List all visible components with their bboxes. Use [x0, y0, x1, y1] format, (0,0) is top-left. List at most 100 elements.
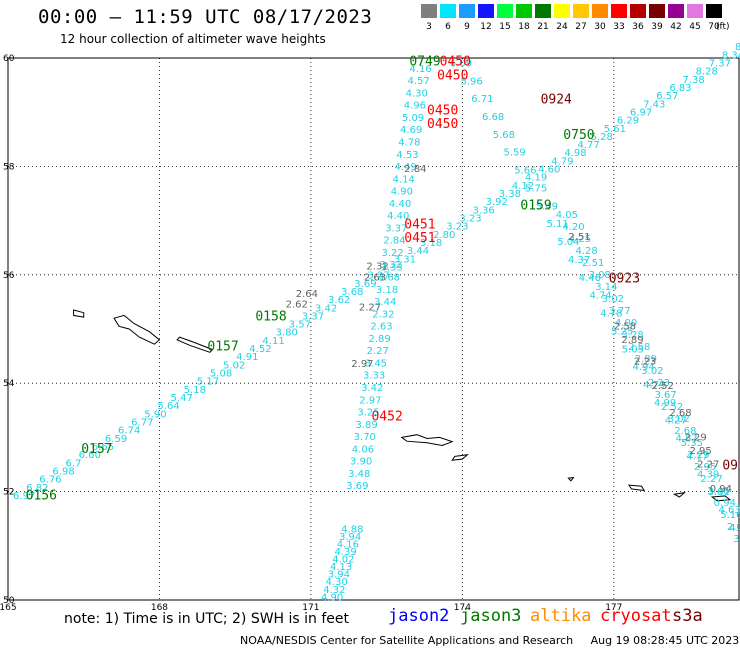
scale-label: 30: [594, 22, 606, 32]
scale-label: 45: [689, 22, 701, 32]
scale-label: 39: [651, 22, 663, 32]
wave-height-value-low: 2.23: [634, 357, 656, 368]
wave-height-value: 4.16: [409, 64, 431, 75]
coastline-medny-island: [176, 336, 214, 353]
scale-swatch: [516, 4, 532, 18]
scale-swatch: [478, 4, 494, 18]
wave-height-value: 6.68: [482, 112, 504, 123]
wave-height-value: 4.20: [562, 222, 584, 233]
wave-height-value: 4.28: [575, 246, 597, 257]
wave-height-value: 3.92: [486, 197, 508, 208]
scale-label: 27: [575, 22, 587, 32]
wave-height-value: 4.35: [729, 523, 740, 534]
legend-cryosat: cryosat: [600, 606, 672, 626]
wave-height-value: 4.39: [334, 547, 356, 558]
coastline-islet: [73, 309, 85, 318]
wave-height-value: 6.59: [105, 434, 127, 445]
wave-height-value: 5.28: [591, 132, 613, 143]
wave-height-value: 6.74: [118, 426, 140, 437]
wave-height-value: 5.09: [402, 113, 424, 124]
wave-height-value: 5.16: [720, 510, 740, 521]
wave-height-value: 5.68: [493, 130, 515, 141]
wave-height-value: 3.68: [378, 273, 400, 284]
lon-tick-label: 174: [454, 603, 471, 613]
scale-label: 33: [613, 22, 625, 32]
wave-height-value-low: 2.58: [614, 321, 636, 332]
wave-height-value-low: 2.89: [621, 335, 643, 346]
wave-height-value: 3.81: [708, 487, 730, 498]
lat-tick-label: 54: [3, 379, 15, 389]
scale-swatch: [706, 4, 722, 18]
wave-height-value-low: 2.64: [296, 289, 318, 300]
wave-height-value-low: 2.27: [359, 302, 381, 313]
wave-height-value: 0.94: [714, 498, 736, 509]
wave-height-value: 5.64: [157, 401, 179, 412]
wave-height-value: 2.0: [727, 522, 740, 533]
wave-height-value: 2.89: [369, 334, 391, 345]
wave-height-value: 4.88: [341, 525, 363, 536]
lon-tick-label: 177: [605, 603, 622, 613]
wave-height-value: 3.42: [315, 303, 337, 314]
wave-height-value: 3.80: [276, 328, 298, 339]
wave-height-value: 5.25: [611, 326, 633, 337]
wave-height-value: 3.08: [589, 270, 611, 281]
wave-height-value: 4.98: [564, 148, 586, 159]
wave-height-value: 3.44: [374, 297, 396, 308]
wave-height-value: 2.27: [367, 346, 389, 357]
coastline-islet: [710, 495, 732, 502]
wave-height-value: 2.89: [635, 354, 657, 365]
wave-height-value: 4.78: [600, 309, 622, 320]
wave-height-value: 7.43: [643, 99, 665, 110]
legend-altika: altika: [530, 606, 592, 626]
coastline-attu-island: [400, 434, 454, 447]
wave-height-value: 3.22: [381, 248, 403, 259]
scale-swatch: [668, 4, 684, 18]
wave-height-value: 3.32: [380, 260, 402, 271]
wave-height-value: 2.32: [372, 309, 394, 320]
wave-height-value: 4.90: [391, 187, 413, 198]
wave-height-value: 4.32: [323, 585, 345, 596]
pass-time-label: 0450: [427, 103, 458, 118]
wave-height-value: 4.99: [654, 398, 676, 409]
scale-unit-label: (ft): [716, 22, 730, 32]
wave-height-value: 7.37: [709, 58, 731, 69]
wave-height-value: 5.02: [223, 360, 245, 371]
pass-time-label: 0158: [255, 309, 286, 324]
wave-height-value: 3.33: [363, 371, 385, 382]
credit-line: NOAA/NESDIS Center for Satellite Applica…: [240, 634, 740, 647]
wave-height-value: 6.7: [66, 458, 82, 469]
wave-height-value: 5.75: [525, 183, 547, 194]
wave-height-value: 4.74: [589, 291, 611, 302]
wave-height-value: 4.77: [577, 140, 599, 151]
wave-height-value: 6.98: [52, 466, 74, 477]
wave-height-value: 5.90: [144, 409, 166, 420]
legend-jason2: jason2: [388, 606, 450, 626]
wave-height-value: 3.77: [608, 306, 630, 317]
wave-height-value: 3.89: [356, 420, 378, 431]
scale-label: 36: [632, 22, 644, 32]
wave-height-value: 2.27: [701, 474, 723, 485]
pass-time-label: 0156: [26, 488, 57, 503]
wave-height-value-low: 0.94: [710, 484, 732, 495]
wave-height-value: 4.30: [325, 577, 347, 588]
scale-swatch: [421, 4, 437, 18]
wave-height-value: 8.34: [722, 50, 740, 61]
wave-height-value: 3.67: [654, 390, 676, 401]
wave-height-value: 4.16: [337, 540, 359, 551]
scale-swatch: [649, 4, 665, 18]
wave-height-value: 5.35: [681, 438, 703, 449]
wave-height-value: 4.13: [330, 562, 352, 573]
scale-swatch: [554, 4, 570, 18]
wave-height-value: 2.52: [661, 402, 683, 413]
wave-height-value: 4.40: [387, 211, 409, 222]
wave-height-value-low: 2.27: [697, 460, 719, 471]
wave-height-value: 4.06: [352, 444, 374, 455]
wave-height-value: 3.18: [420, 238, 442, 249]
wave-height-value: 4.79: [551, 156, 573, 167]
wave-height-value: 3.14: [595, 282, 617, 293]
wave-height-value: 6.60: [79, 450, 101, 461]
pass-time-label: 0750: [563, 128, 594, 143]
lat-tick-label: 52: [3, 488, 14, 498]
wave-height-value: 4.79: [643, 380, 665, 391]
